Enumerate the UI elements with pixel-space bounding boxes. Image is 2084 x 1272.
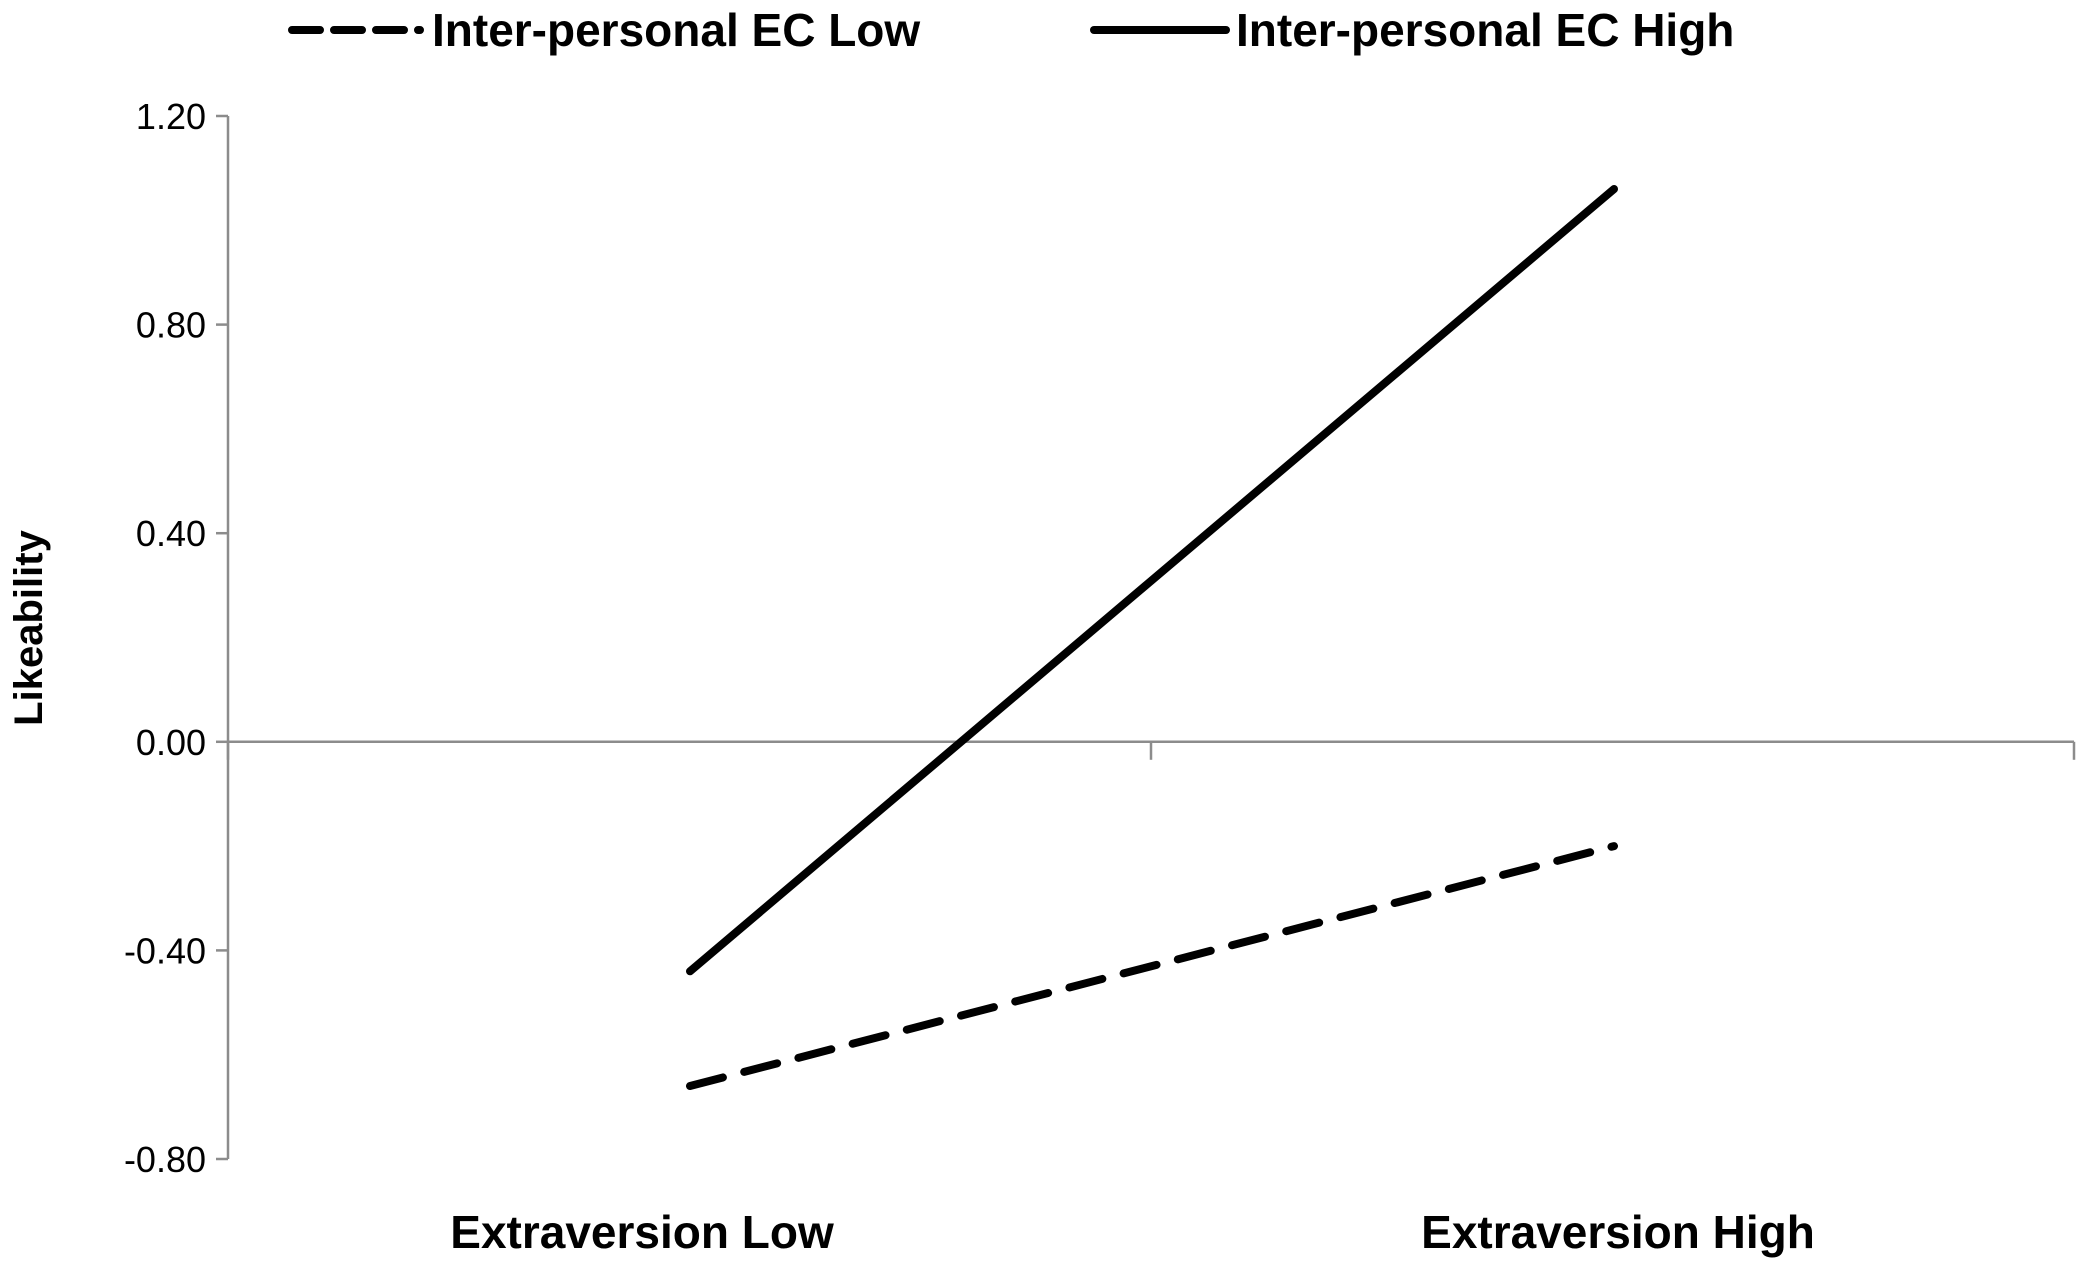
y-tick-label: 0.00 [136,722,206,763]
y-axis: -0.80 -0.40 0.00 0.40 0.80 1.20 [124,96,230,1180]
y-tick-label: 0.80 [136,305,206,346]
y-tick-label: -0.80 [124,1139,206,1180]
legend-label: Inter-personal EC High [1236,4,1734,56]
y-tick-label: -0.40 [124,930,206,971]
x-axis: Extraversion Low Extraversion High [226,740,2076,1258]
legend: Inter-personal EC Low Inter-personal EC H… [288,4,1734,56]
y-axis-title: Likeability [7,529,51,725]
y-tick-label: 1.20 [136,96,206,137]
x-category-label: Extraversion Low [450,1206,834,1258]
series-group [686,185,1618,1090]
series-line-ec-low [686,842,1618,1090]
legend-label: Inter-personal EC Low [432,4,920,56]
x-category-label: Extraversion High [1421,1206,1815,1258]
series-line-ec-high [686,185,1618,976]
y-tick-label: 0.40 [136,513,206,554]
